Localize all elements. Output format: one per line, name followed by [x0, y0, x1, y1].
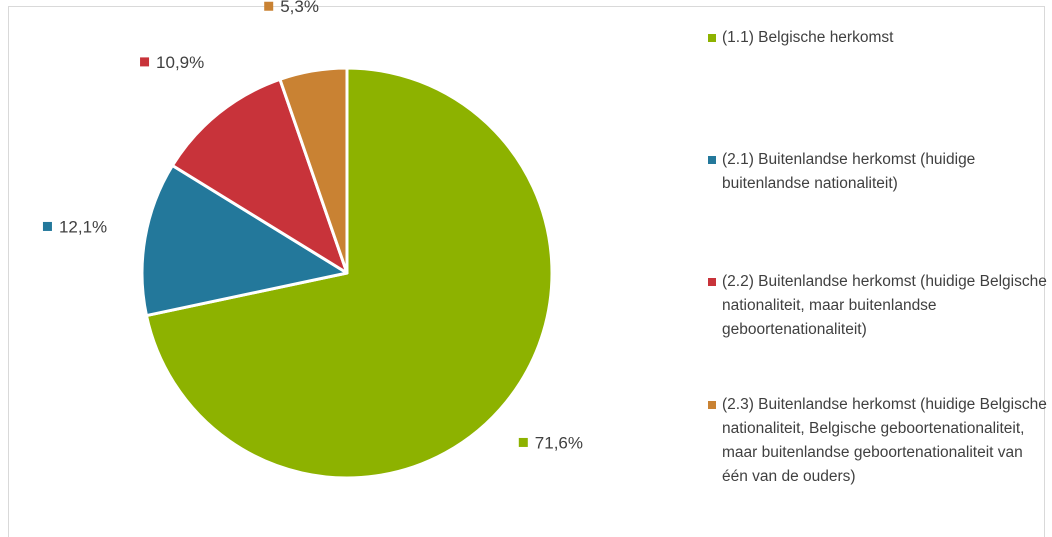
legend-label: (2.1) Buitenlandse herkomst (huidige bui…	[722, 151, 976, 192]
data-label-text: 71,6%	[535, 433, 583, 452]
data-label: 5,3%	[264, 0, 319, 16]
legend-label: (2.3) Buitenlandse herkomst (huidige Bel…	[722, 396, 1047, 485]
data-label: 71,6%	[518, 433, 583, 452]
legend-label: (1.1) Belgische herkomst	[722, 29, 894, 46]
data-label-marker	[264, 1, 274, 11]
data-label-marker	[42, 221, 52, 231]
chart-border	[8, 6, 1045, 537]
pie-slice	[170, 77, 349, 275]
legend-swatch	[708, 401, 716, 409]
legend-item: (2.2) Buitenlandse herkomst (huidige Bel…	[708, 270, 1048, 342]
data-label-text: 12,1%	[59, 217, 107, 236]
data-label-marker	[140, 57, 150, 67]
data-label-text: 5,3%	[280, 0, 319, 16]
legend-item: (1.1) Belgische herkomst	[708, 26, 1048, 50]
legend-swatch	[708, 156, 716, 164]
legend-item: (2.3) Buitenlandse herkomst (huidige Bel…	[708, 393, 1048, 489]
data-label: 10,9%	[140, 53, 204, 72]
pie-slice	[278, 66, 349, 275]
data-label: 12,1%	[42, 217, 107, 236]
pie-slice	[140, 164, 349, 318]
legend-item: (2.1) Buitenlandse herkomst (huidige bui…	[708, 148, 1048, 196]
data-label-text: 10,9%	[156, 53, 204, 72]
pie-slice	[144, 66, 554, 480]
legend-label: (2.2) Buitenlandse herkomst (huidige Bel…	[722, 273, 1047, 338]
legend-swatch	[708, 34, 716, 42]
data-label-marker	[518, 437, 528, 447]
legend-swatch	[708, 278, 716, 286]
